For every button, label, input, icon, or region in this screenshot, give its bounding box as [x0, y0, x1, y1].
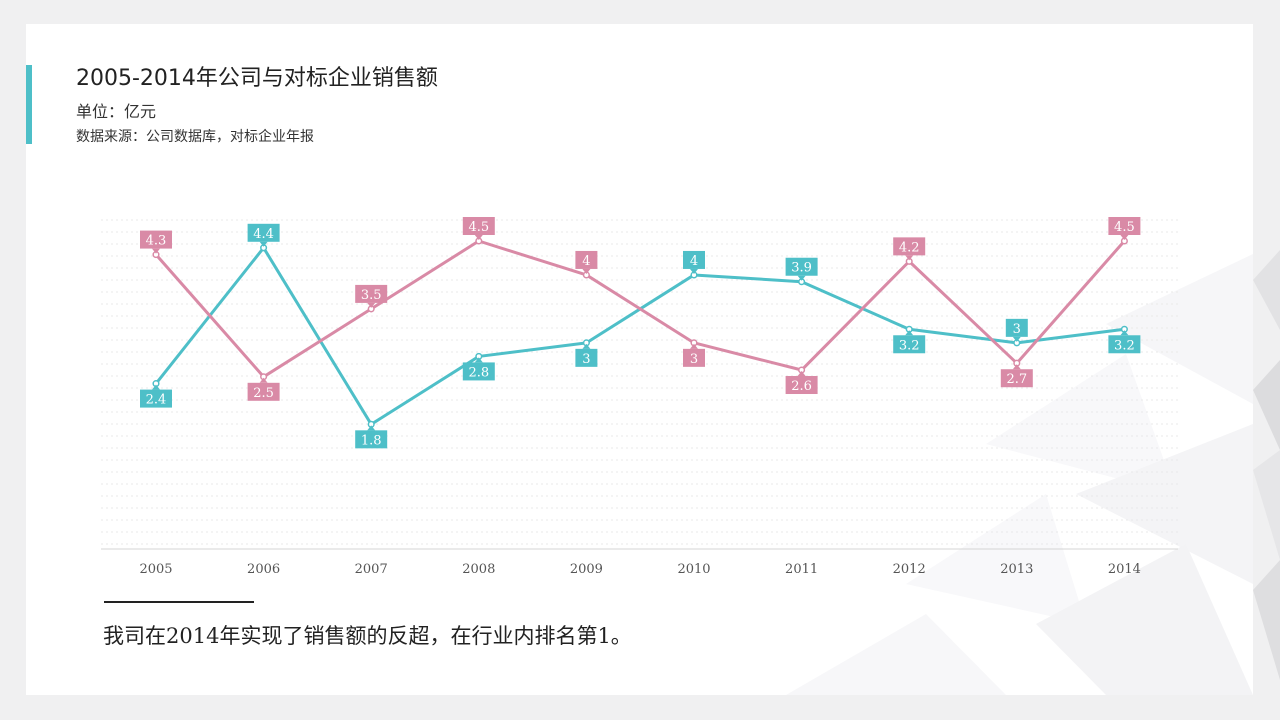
data-source: 数据来源：公司数据库，对标企业年报 [76, 129, 314, 145]
x-tick-labels: 2005 2006 2007 2008 2009 2010 2011 2012 2013 2014 [139, 562, 1140, 577]
triangle-pattern-decoration [786, 254, 1253, 695]
data-label: 4 [683, 250, 705, 274]
data-label-text: 2.7 [1006, 372, 1027, 387]
x-tick-label: 2014 [1108, 562, 1141, 577]
x-tick-label: 2005 [139, 562, 172, 577]
data-label-text: 4.2 [899, 240, 920, 255]
series-layer: 2.44.41.82.834 3.93.233.24.32.53.54.5432.… [140, 217, 1141, 449]
data-label: 3.2 [1108, 330, 1141, 354]
series-1: 2.4 4.4 1.8 2.8 3 4 3.9 3.2 3 3.2 [140, 223, 1141, 449]
data-label-text: 2.6 [791, 379, 812, 394]
data-label: 1.8 [355, 425, 388, 449]
data-label-text: 3.2 [899, 338, 920, 353]
data-label-text: 2.8 [468, 365, 489, 380]
chart-title: 2005-2014年公司与对标企业销售额 [76, 66, 438, 91]
x-tick-label: 2008 [462, 562, 495, 577]
data-label: 4 [575, 250, 598, 274]
x-tick-label: 2006 [247, 562, 280, 577]
data-label: 4.3 [140, 230, 172, 254]
x-tick-label: 2007 [355, 562, 388, 577]
data-label: 4.2 [893, 237, 926, 261]
data-label: 2.4 [140, 384, 172, 408]
x-tick-label: 2009 [570, 562, 603, 577]
series-2: 4.3 2.5 3.5 4.5 4 3 2.6 4.2 2.7 4.5 [140, 217, 1141, 401]
data-label: 3 [683, 343, 705, 367]
data-label: 2.7 [1000, 364, 1033, 388]
x-tick-label: 2012 [893, 562, 926, 577]
data-label-text: 4.4 [253, 227, 274, 242]
data-label: 3.2 [893, 330, 926, 354]
data-label-text: 3 [582, 352, 590, 367]
data-label: 3.9 [785, 257, 818, 281]
data-label-text: 3.9 [791, 261, 812, 276]
unit-label: 单位：亿元 [76, 102, 157, 121]
series-line [154, 246, 1125, 426]
data-label-text: 3.2 [1114, 338, 1135, 353]
accent-bar [26, 65, 32, 144]
data-label-text: 4 [690, 254, 698, 269]
data-label-text: 3 [1013, 322, 1021, 337]
x-tick-label: 2010 [677, 562, 710, 577]
data-label: 4.5 [462, 217, 495, 240]
data-label: 3.5 [355, 284, 388, 308]
data-label-text: 4.5 [468, 220, 489, 235]
data-label: 4.5 [1108, 217, 1141, 240]
slide-card: 2005-2014年公司与对标企业销售额 单位：亿元 数据来源：公司数据库，对标… [26, 24, 1253, 695]
data-label: 4.4 [247, 223, 280, 247]
conclusion-text: 我司在2014年实现了销售额的反超，在行业内排名第1。 [103, 624, 632, 648]
series-line [154, 239, 1126, 379]
data-label: 2.6 [785, 371, 818, 395]
x-tick-label: 2011 [785, 562, 818, 577]
line-chart: 2005 2006 2007 2008 2009 2010 2011 2012 2013 2014… [101, 217, 1178, 577]
data-label-text: 2.5 [253, 386, 274, 401]
data-label-text: 3 [690, 352, 698, 367]
data-label-text: 4 [582, 254, 590, 269]
data-label-text: 3.5 [361, 288, 382, 303]
x-tick-label: 2013 [1000, 562, 1033, 577]
data-label: 2.8 [462, 357, 495, 381]
data-label: 3 [1005, 318, 1028, 342]
data-label-text: 4.3 [146, 234, 167, 249]
divider-rule [104, 601, 254, 603]
data-label-text: 2.4 [146, 393, 167, 408]
data-label: 2.5 [247, 377, 280, 401]
data-label-text: 1.8 [361, 433, 382, 448]
data-label-text: 4.5 [1114, 220, 1135, 235]
data-label: 3 [575, 343, 598, 367]
